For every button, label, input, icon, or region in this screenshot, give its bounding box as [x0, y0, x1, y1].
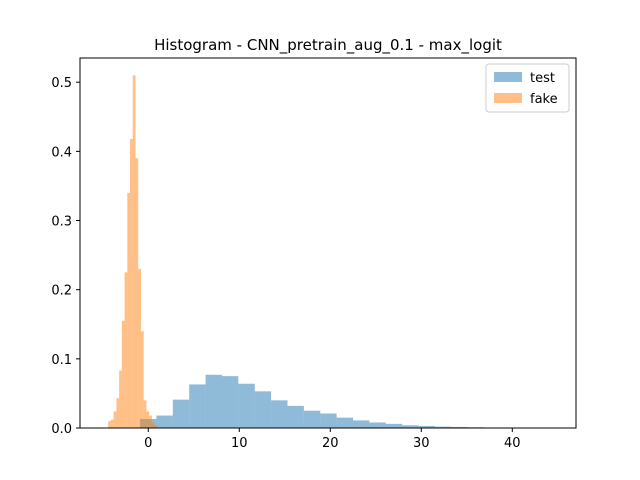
bar-test-14: [369, 422, 386, 428]
legend-label-fake: fake: [530, 92, 558, 107]
bar-fake-1: [110, 419, 114, 428]
bar-fake-7: [127, 192, 131, 428]
bars-layer: [108, 75, 562, 428]
bar-test-13: [353, 420, 370, 428]
y-tick-label: 0.4: [51, 145, 72, 160]
x-tick-label: 20: [322, 436, 339, 451]
legend: test fake: [485, 63, 570, 113]
bar-test-1: [156, 415, 173, 428]
bar-fake-6: [124, 272, 128, 428]
bar-fake-13: [143, 400, 147, 428]
legend-label-test: test: [530, 71, 555, 86]
plot-frame: [79, 57, 577, 429]
x-tick-label: 0: [144, 436, 152, 451]
y-tick-label: 0.0: [51, 422, 72, 437]
bar-fake-16: [151, 422, 155, 428]
bar-fake-5: [121, 320, 125, 428]
bar-fake-2: [113, 411, 117, 428]
bar-fake-14: [146, 411, 150, 428]
y-tick-label: 0.3: [51, 215, 72, 230]
bar-fake-0: [108, 421, 111, 428]
bar-test-19: [451, 426, 468, 428]
y-tick-label: 0.5: [51, 76, 72, 91]
bar-fake-11: [138, 268, 141, 428]
bar-test-12: [336, 417, 354, 428]
bar-fake-15: [149, 415, 152, 428]
y-tick-label: 0.2: [51, 284, 72, 299]
x-tick-label: 30: [413, 436, 430, 451]
bar-test-11: [320, 413, 337, 428]
ticks-layer: 0 10 20 30 40 0.0 0.1 0.2 0.3 0.4 0.5: [51, 76, 520, 451]
bar-test-10: [303, 410, 321, 428]
bar-test-17: [418, 425, 435, 428]
bar-fake-12: [140, 331, 144, 428]
bar-fake-3: [116, 398, 120, 428]
bar-test-3: [189, 384, 206, 428]
bar-fake-4: [119, 370, 122, 428]
bar-test-4: [205, 374, 222, 428]
bar-test-8: [271, 400, 288, 428]
chart-title: Histogram - CNN_pretrain_aug_0.1 - max_l…: [154, 36, 502, 55]
x-tick-label: 10: [231, 436, 248, 451]
bar-test-15: [385, 423, 403, 428]
bar-fake-8: [130, 138, 133, 428]
bar-fake-17: [154, 425, 158, 428]
bar-test-18: [434, 426, 452, 428]
bar-test-16: [402, 425, 419, 428]
x-tick-label: 40: [504, 436, 521, 451]
legend-swatch-fake: [494, 93, 522, 103]
y-tick-label: 0.1: [51, 353, 72, 368]
bar-fake-10: [135, 158, 139, 428]
legend-swatch-test: [494, 72, 522, 82]
bar-test-7: [254, 391, 272, 428]
bar-test-5: [221, 376, 239, 428]
bar-test-9: [287, 405, 304, 428]
bar-fake-9: [132, 75, 136, 428]
bar-test-2: [172, 399, 190, 428]
bar-test-6: [238, 383, 255, 428]
